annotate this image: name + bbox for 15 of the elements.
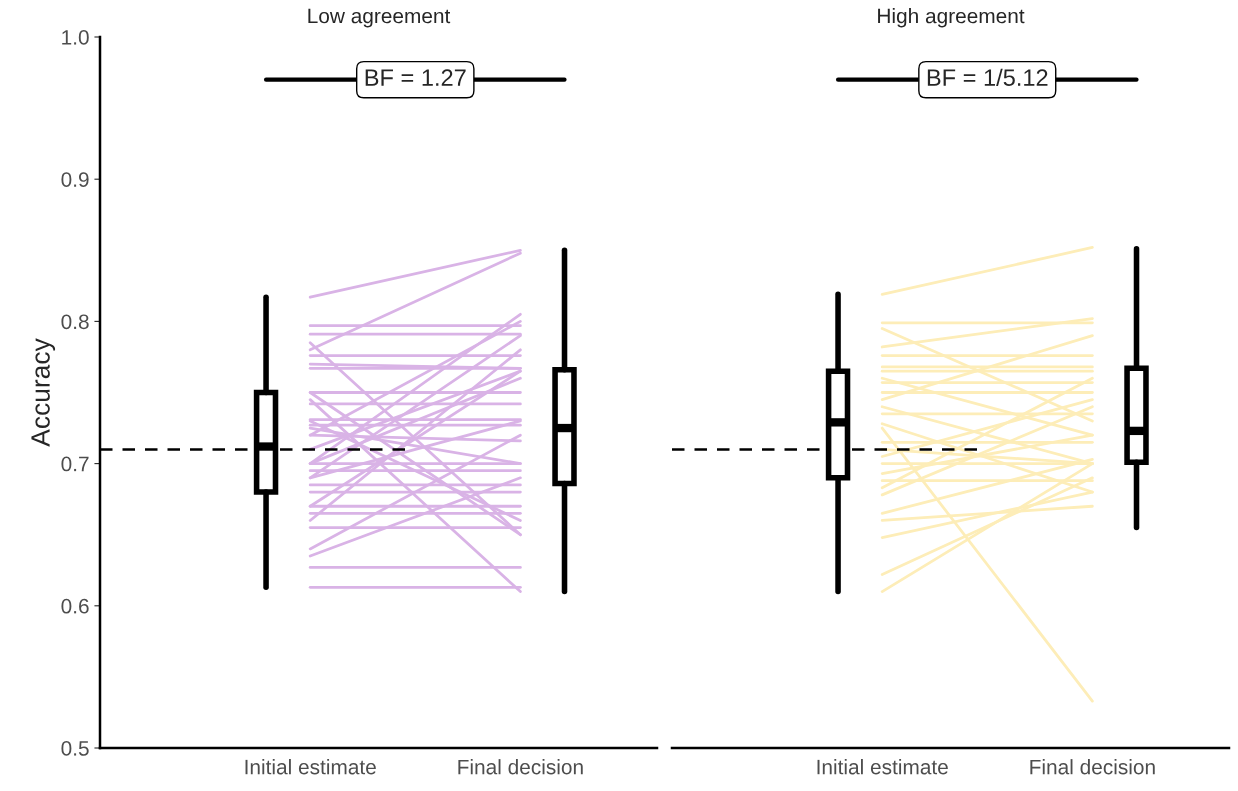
y-tick-label: 0.9 [61,172,89,187]
annotation: BF = 1/5.12 [927,68,1048,86]
y-tick-label: 1.0 [62,30,89,45]
x-tick-label: Final decision [458,759,583,775]
x-tick-label: Initial estimate [245,759,376,775]
x-tick-label: Initial estimate [817,759,948,775]
y-tick-label: 0.5 [61,741,89,756]
x-tick-label: Final decision [1030,759,1155,775]
chart-title: High agreement [878,8,1025,28]
y-axis-title: Accuracy [31,338,56,447]
annotation: BF = 1.27 [365,69,466,86]
y-tick-label: 0.6 [61,598,89,614]
y-tick-label: 0.8 [61,314,89,330]
chart-title: Low agreement [308,8,451,28]
y-tick-label: 0.7 [61,456,89,472]
